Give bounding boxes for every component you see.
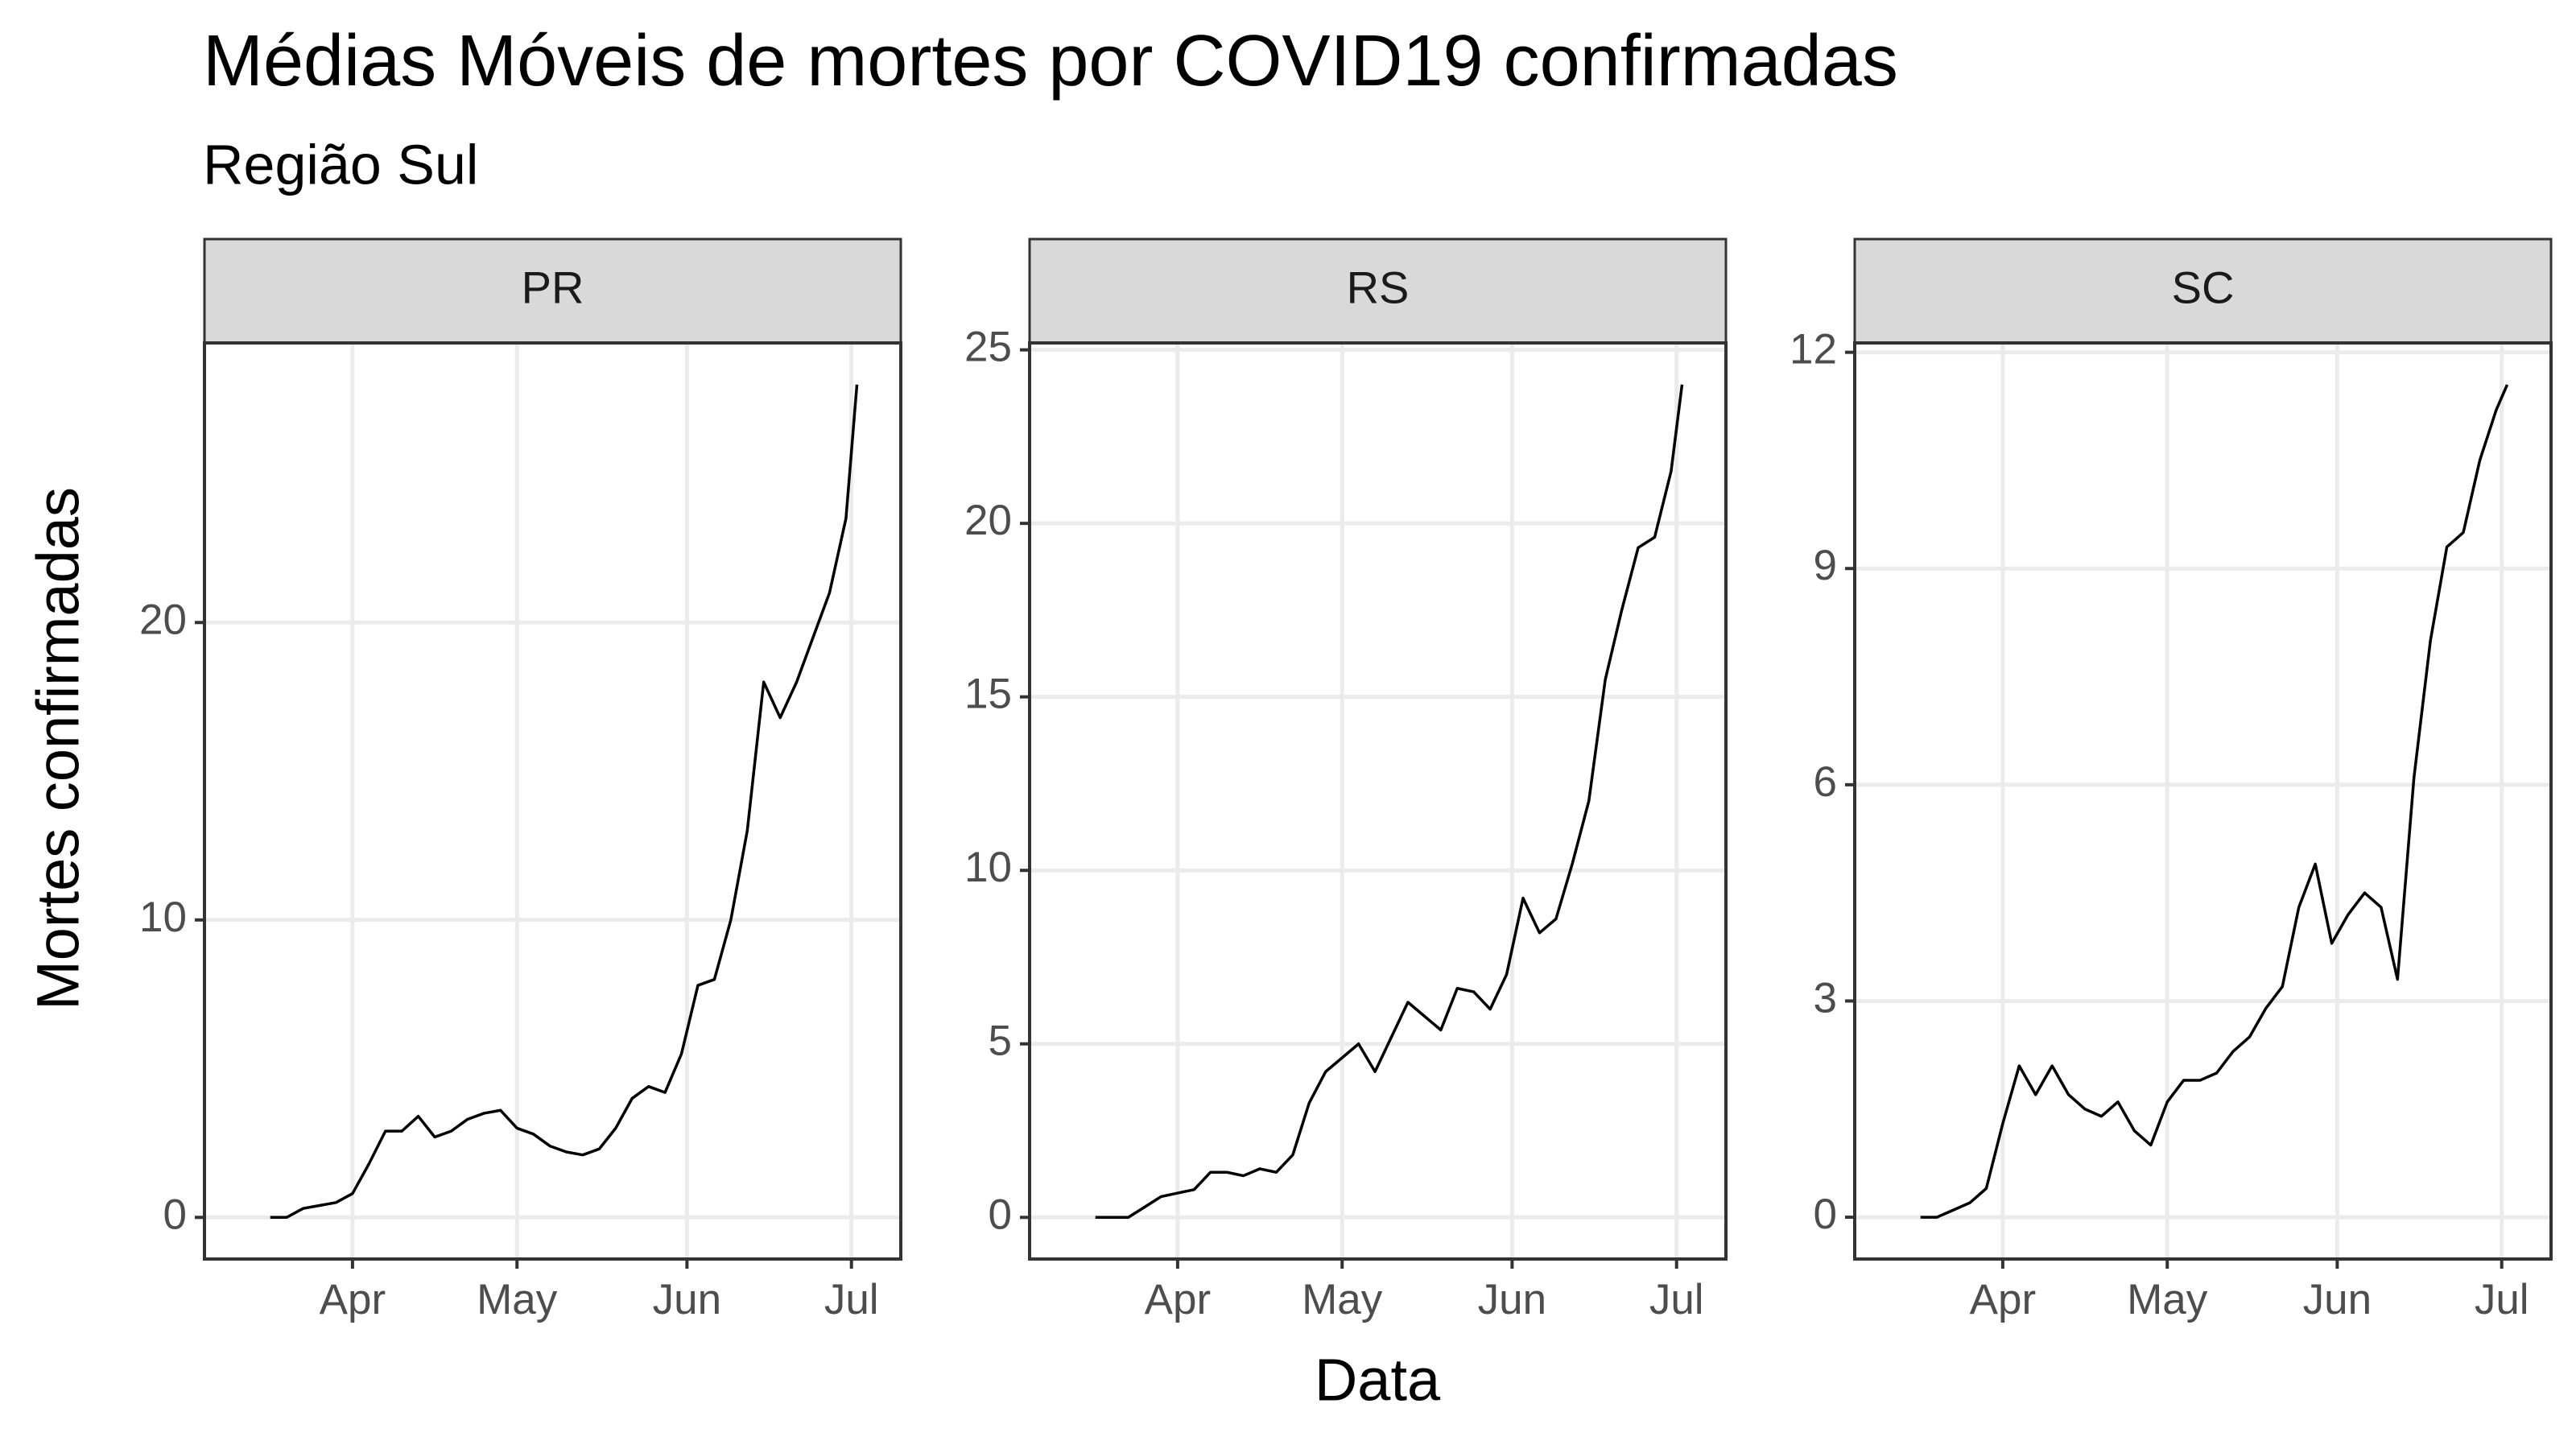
facet-label: SC — [2172, 262, 2235, 312]
x-tick-label: Jun — [1478, 1276, 1546, 1323]
y-tick-label: 0 — [163, 1191, 187, 1238]
y-tick-label: 25 — [964, 324, 1012, 371]
facet-label: RS — [1347, 262, 1410, 312]
panel-border — [1853, 341, 2553, 1261]
panel-background — [204, 343, 901, 1259]
x-tick-label: Jun — [653, 1276, 721, 1323]
y-tick-label: 20 — [964, 497, 1012, 544]
x-axis-title: Data — [1315, 1347, 1441, 1414]
facet-strip — [1853, 237, 2553, 345]
data-line — [1095, 384, 1684, 1220]
panel-border — [1028, 341, 1728, 1261]
panel-border — [203, 341, 902, 1261]
y-tick-label: 0 — [1814, 1191, 1837, 1238]
x-tick-label: May — [1302, 1276, 1383, 1323]
x-tick-label: Jul — [1649, 1276, 1704, 1323]
panel-background — [1030, 343, 1726, 1259]
y-axis-title: Mortes confirmadas — [25, 487, 92, 1010]
y-tick-label: 0 — [989, 1191, 1012, 1238]
x-tick-label: May — [2127, 1276, 2208, 1323]
x-tick-label: Apr — [320, 1276, 386, 1323]
x-tick-label: Apr — [1970, 1276, 2036, 1323]
x-tick-label: Apr — [1145, 1276, 1211, 1323]
x-tick-label: Jul — [2475, 1276, 2529, 1323]
y-tick-label: 20 — [139, 596, 187, 643]
data-line — [270, 384, 859, 1220]
y-tick-label: 10 — [964, 844, 1012, 891]
x-tick-label: Jun — [2303, 1276, 2372, 1323]
y-tick-label: 3 — [1814, 974, 1837, 1022]
y-tick-label: 9 — [1814, 542, 1837, 589]
facet-label: PR — [522, 262, 584, 312]
x-tick-label: Jul — [824, 1276, 879, 1323]
y-tick-label: 5 — [989, 1018, 1012, 1065]
chart-subtitle: Região Sul — [203, 133, 478, 196]
y-tick-label: 15 — [964, 671, 1012, 718]
facet-strip — [1028, 237, 1728, 345]
facet-strip — [203, 237, 902, 345]
y-tick-label: 12 — [1790, 326, 1837, 374]
panel-background — [1855, 343, 2551, 1259]
y-tick-label: 6 — [1814, 758, 1837, 806]
chart-title: Médias Móveis de mortes por COVID19 conf… — [203, 21, 1898, 101]
x-tick-label: May — [477, 1276, 558, 1323]
data-line — [1920, 384, 2509, 1219]
y-tick-label: 10 — [139, 894, 187, 941]
